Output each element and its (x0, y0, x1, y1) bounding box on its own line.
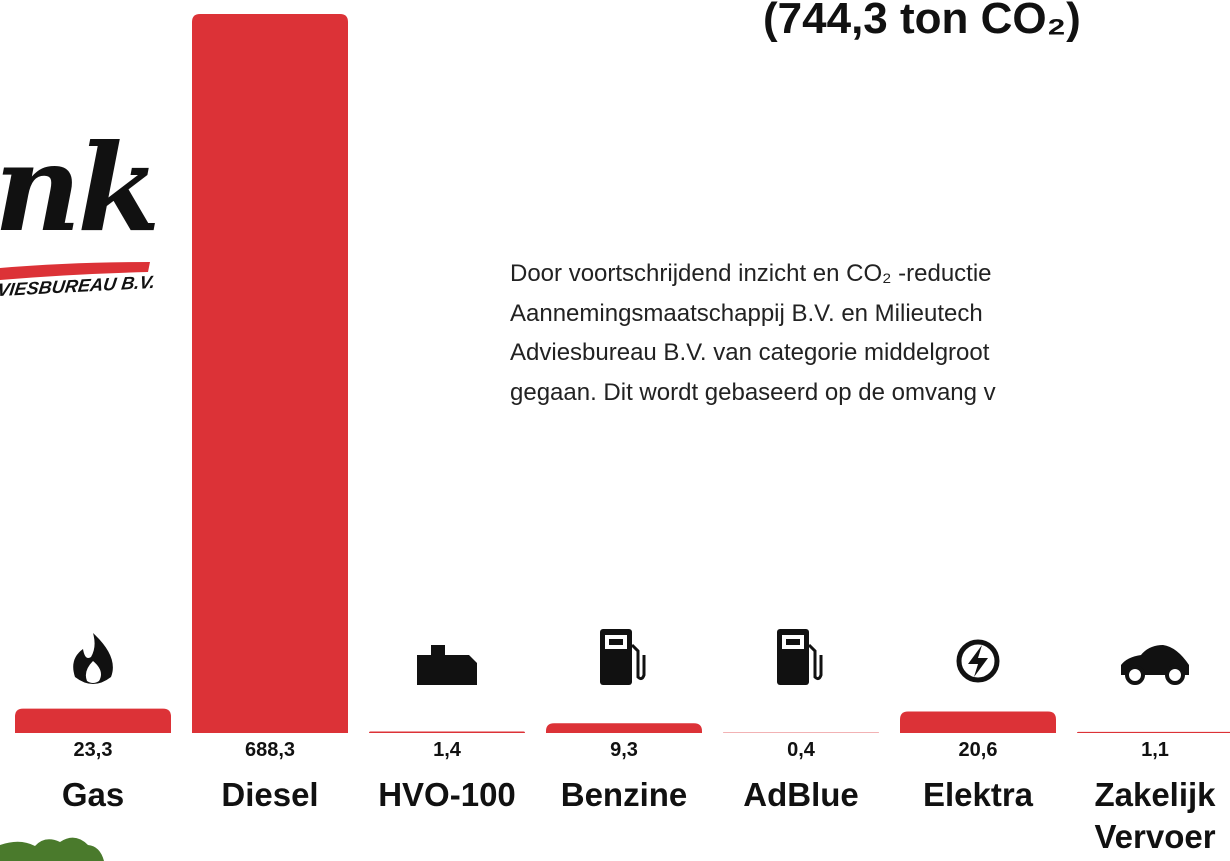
icon-can (417, 645, 477, 685)
bar (369, 732, 525, 733)
chart (0, 0, 1230, 861)
bar (900, 711, 1056, 733)
icon-part (809, 645, 821, 679)
value-label: 20,6 (900, 739, 1056, 762)
icon-flame (73, 633, 113, 684)
category-icon (73, 633, 113, 684)
category-icon (600, 629, 644, 685)
logo-wordmark: nk (0, 118, 156, 259)
icon-part (609, 639, 623, 645)
value-label: 0,4 (723, 739, 879, 762)
category-label: Elektra (900, 774, 1056, 816)
page: CO2 {"chart_data": {"type": "bar", "titl… (0, 0, 1230, 861)
value-label: 9,3 (546, 739, 702, 762)
icon-part (786, 639, 800, 645)
icon-part (968, 645, 988, 677)
icon-part (632, 645, 644, 679)
page-body: nk VIESBUREAU B.V. (744,3 ton CO₂) Door … (0, 0, 1230, 861)
bush (0, 838, 104, 861)
category-icon (777, 629, 821, 685)
category-label: Diesel (192, 774, 348, 816)
paragraph: Door voortschrijdend inzicht en CO₂ -red… (510, 254, 996, 412)
paragraph-line: gegaan. Dit wordt gebaseerd op de omvang… (510, 373, 996, 413)
category-label: AdBlue (723, 774, 879, 816)
value-label: 1,4 (369, 739, 525, 762)
icon-wheel (1127, 667, 1143, 683)
paragraph-line: Door voortschrijdend inzicht en CO₂ -red… (510, 254, 996, 294)
bar (546, 723, 702, 733)
value-label: 688,3 (192, 739, 348, 762)
category-label: Zakelijk Vervoer (1077, 774, 1230, 858)
paragraph-line: Aannemingsmaatschappij B.V. en Milieutec… (510, 294, 996, 334)
category-icon (1121, 645, 1189, 683)
paragraph-line: Adviesbureau B.V. van categorie middelgr… (510, 333, 996, 373)
category-label: Gas (15, 774, 171, 816)
value-label: 1,1 (1077, 739, 1230, 762)
category-label: HVO-100 (369, 774, 525, 816)
bar (192, 14, 348, 733)
category-label: Benzine (546, 774, 702, 816)
value-label: 23,3 (15, 739, 171, 762)
bar (15, 709, 171, 733)
chart-title: (744,3 ton CO₂) (763, 0, 1081, 44)
category-icon (959, 642, 997, 680)
icon-wheel (1167, 667, 1183, 683)
category-icon (417, 645, 477, 685)
bar (1077, 732, 1230, 733)
